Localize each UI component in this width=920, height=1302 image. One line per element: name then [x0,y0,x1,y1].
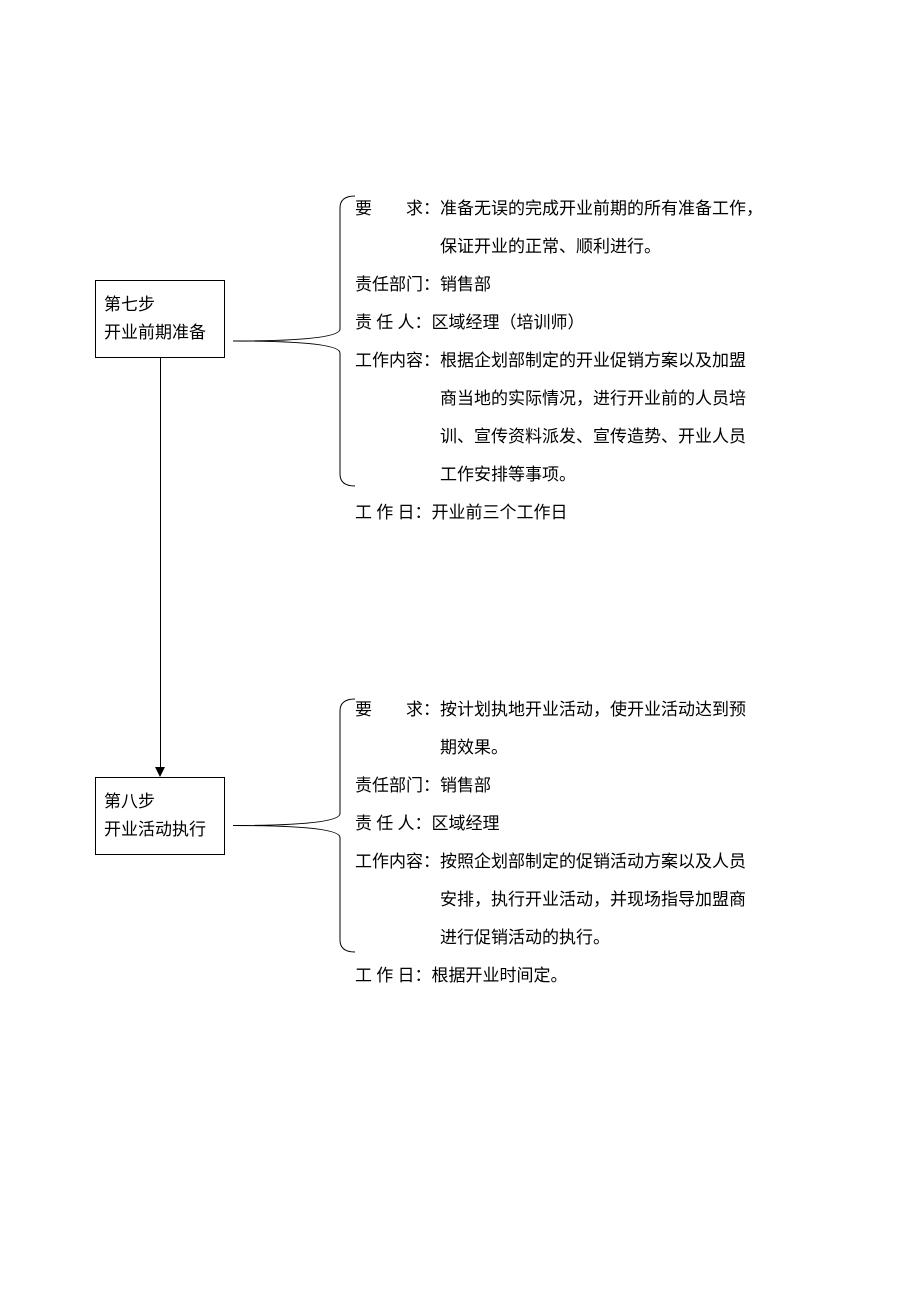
detail-value: 进行促销活动的执行。 [355,919,785,957]
brace-icon-step7 [225,190,355,492]
arrow-head-icon [155,767,165,777]
step7-details: 要 求：准备无误的完成开业前期的所有准备工作，保证开业的正常、顺利进行。责任部门… [355,190,785,532]
detail-row: 安排，执行开业活动，并现场指导加盟商 [355,881,785,919]
detail-value: 区域经理（培训师） [432,304,786,342]
detail-row: 工 作 日：开业前三个工作日 [355,494,785,532]
detail-row: 要 求：按计划执地开业活动，使开业活动达到预 [355,691,785,729]
detail-row: 责任部门：销售部 [355,266,785,304]
step8-title: 第八步 [104,788,216,816]
step8-box: 第八步 开业活动执行 [95,777,225,855]
detail-label: 责任部门： [355,266,440,304]
detail-row: 工作内容：按照企划部制定的促销活动方案以及人员 [355,843,785,881]
detail-row: 工作内容：根据企划部制定的开业促销方案以及加盟 [355,342,785,380]
detail-value: 商当地的实际情况，进行开业前的人员培 [355,380,785,418]
detail-value: 按计划执地开业活动，使开业活动达到预 [440,691,785,729]
detail-label: 责 任 人： [355,805,432,843]
step8-subtitle: 开业活动执行 [104,816,216,844]
detail-value: 工作安排等事项。 [355,456,785,494]
detail-row: 商当地的实际情况，进行开业前的人员培 [355,380,785,418]
detail-value: 保证开业的正常、顺利进行。 [355,228,785,266]
detail-row: 责任部门：销售部 [355,767,785,805]
detail-value: 销售部 [440,767,785,805]
detail-value: 期效果。 [355,729,785,767]
detail-value: 准备无误的完成开业前期的所有准备工作， [440,190,785,228]
detail-label: 工 作 日： [355,494,432,532]
detail-row: 进行促销活动的执行。 [355,919,785,957]
detail-value: 区域经理 [432,805,786,843]
step7-title: 第七步 [104,291,216,319]
detail-value: 销售部 [440,266,785,304]
detail-value: 根据企划部制定的开业促销方案以及加盟 [440,342,785,380]
detail-label: 责 任 人： [355,304,432,342]
detail-label: 工 作 日： [355,957,432,995]
detail-label: 要 求： [355,190,440,228]
detail-row: 期效果。 [355,729,785,767]
step8-details: 要 求：按计划执地开业活动，使开业活动达到预期效果。责任部门：销售部责 任 人：… [355,691,785,995]
step7-subtitle: 开业前期准备 [104,319,216,347]
detail-value: 开业前三个工作日 [432,494,786,532]
detail-value: 安排，执行开业活动，并现场指导加盟商 [355,881,785,919]
step7-box: 第七步 开业前期准备 [95,280,225,358]
arrow-line [160,358,161,767]
brace-icon-step8 [225,693,355,958]
detail-row: 工作安排等事项。 [355,456,785,494]
detail-label: 工作内容： [355,843,440,881]
detail-value: 根据开业时间定。 [432,957,786,995]
detail-label: 责任部门： [355,767,440,805]
detail-label: 要 求： [355,691,440,729]
detail-label: 工作内容： [355,342,440,380]
detail-row: 责 任 人：区域经理（培训师） [355,304,785,342]
detail-value: 按照企划部制定的促销活动方案以及人员 [440,843,785,881]
detail-row: 责 任 人：区域经理 [355,805,785,843]
detail-row: 保证开业的正常、顺利进行。 [355,228,785,266]
detail-value: 训、宣传资料派发、宣传造势、开业人员 [355,418,785,456]
detail-row: 训、宣传资料派发、宣传造势、开业人员 [355,418,785,456]
detail-row: 要 求：准备无误的完成开业前期的所有准备工作， [355,190,785,228]
detail-row: 工 作 日：根据开业时间定。 [355,957,785,995]
